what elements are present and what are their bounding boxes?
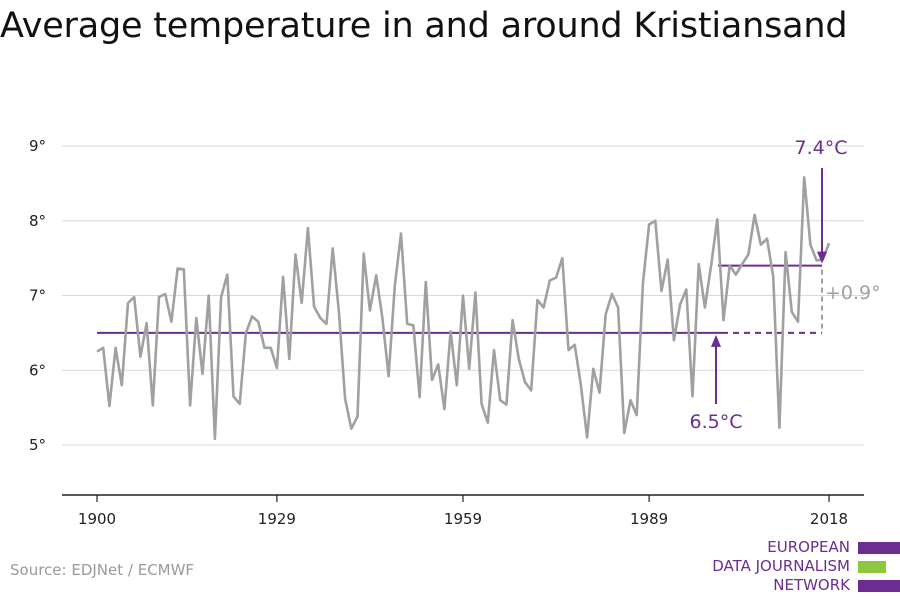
difference-value-label: +0.9°: [825, 282, 881, 304]
arrow-up-icon: [711, 334, 721, 347]
x-tick-label: 2018: [810, 510, 848, 528]
temperature-series-line: [96, 176, 831, 441]
y-tick-label: 7°: [29, 287, 46, 305]
logo-text-line: DATA JOURNALISM: [712, 557, 850, 575]
y-tick-label: 8°: [29, 212, 46, 230]
x-tick-label: 1959: [444, 510, 482, 528]
x-tick-label: 1989: [630, 510, 668, 528]
logo-text-line: EUROPEAN: [767, 538, 850, 556]
baseline-value-label: 6.5°C: [690, 411, 743, 433]
logo-purple-bar: [858, 542, 900, 554]
recent-average-value-label: 7.4°C: [795, 137, 848, 159]
x-tick-label: 1929: [258, 510, 296, 528]
logo-purple-bar: [858, 580, 900, 592]
x-tick-label: 1900: [78, 510, 116, 528]
y-axis-ticks: 5° 6° 7° 8° 9°: [29, 137, 46, 454]
logo-text-line: NETWORK: [773, 576, 850, 594]
y-tick-label: 6°: [29, 361, 46, 379]
y-tick-label: 9°: [29, 137, 46, 155]
arrow-down-icon: [817, 251, 827, 264]
logo-green-bar: [858, 561, 886, 573]
chart-title: Average temperature in and around Kristi…: [0, 6, 848, 46]
source-credit: Source: EDJNet / ECMWF: [10, 561, 195, 579]
x-axis-ticks: 1900 1929 1959 1989 2018: [78, 495, 848, 528]
edjnet-logo: EUROPEAN DATA JOURNALISM NETWORK: [700, 538, 900, 596]
y-tick-label: 5°: [29, 436, 46, 454]
